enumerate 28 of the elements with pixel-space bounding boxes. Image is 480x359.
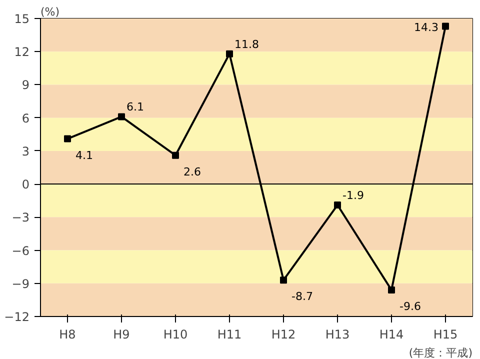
y-tick-label: −12 [4,310,30,324]
y-tick-label: −9 [12,276,30,291]
data-label: -1.9 [342,189,364,202]
x-tick-label: H14 [379,328,404,342]
y-tick-label: 9 [22,78,30,92]
x-tick-label: H10 [163,328,188,342]
data-label: 4.1 [76,148,93,162]
x-tick-label: H8 [59,328,76,342]
data-label: 11.8 [234,38,259,51]
y-tick-label: −3 [12,210,30,225]
y-tick-label: 3 [22,144,30,158]
x-tick-label: H11 [217,328,242,342]
data-label: -9.6 [400,300,421,314]
x-tick-label: H15 [433,328,458,342]
y-tick-label: 0 [22,178,30,192]
y-tick-label: 12 [14,45,30,60]
data-label: -8.7 [292,290,313,304]
x-tick-label: H9 [113,328,130,342]
y-tick-label: −6 [12,244,30,258]
data-label: 6.1 [126,100,144,114]
x-tick-label: H12 [271,328,296,342]
data-label: 2.6 [184,165,201,178]
x-axis-title: (年度：平成) [408,346,473,359]
data-label: 14.3 [414,21,439,34]
y-axis-title: (%) [40,6,60,18]
y-tick-label: 6 [22,111,30,126]
y-tick-label: 15 [14,12,30,26]
x-tick-label: H13 [325,328,350,342]
